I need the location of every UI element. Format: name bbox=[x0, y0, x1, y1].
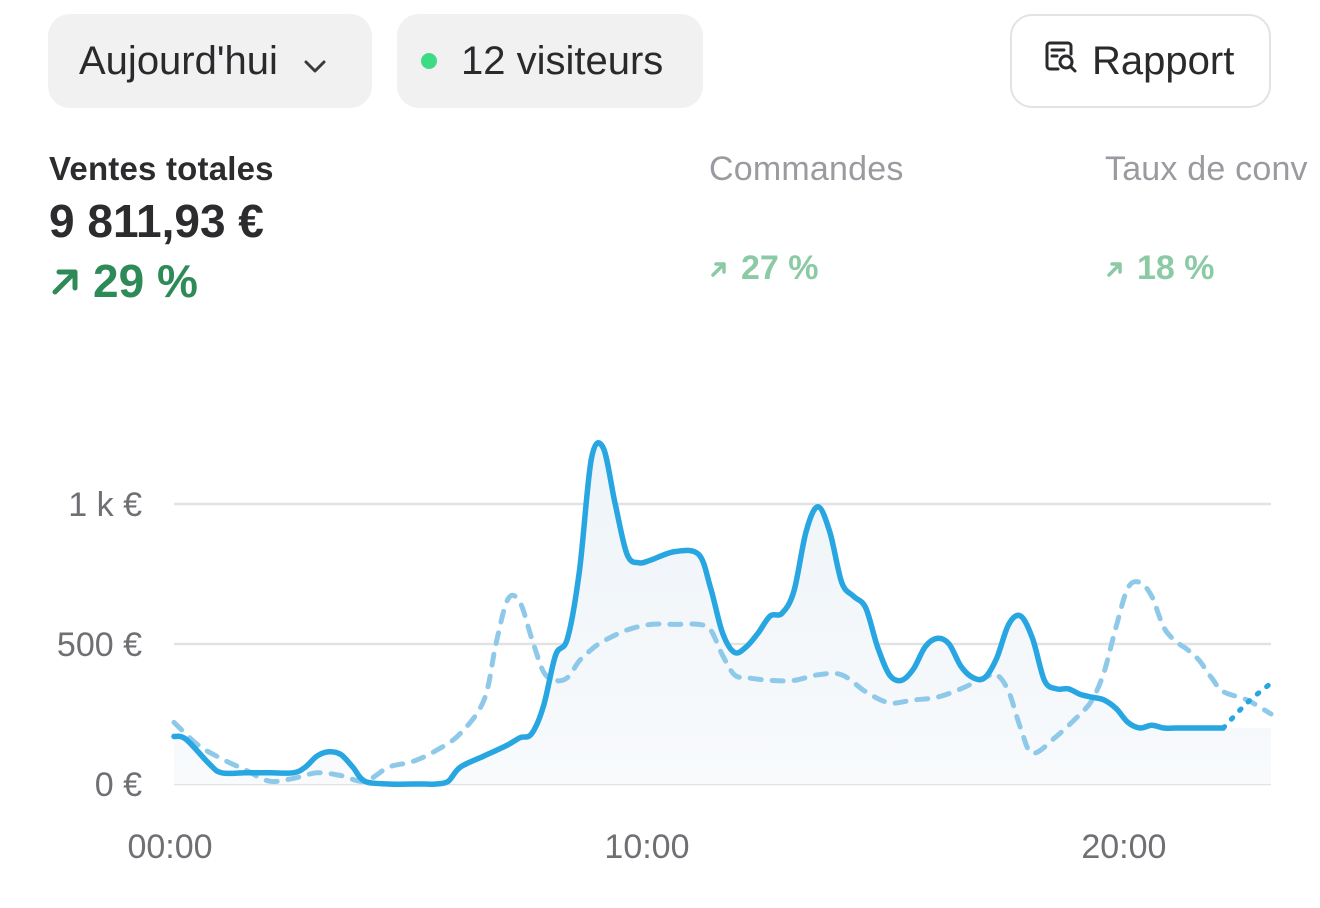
metric-delta: 29 % bbox=[49, 254, 274, 308]
trend-up-icon bbox=[1107, 261, 1122, 277]
chevron-down-icon bbox=[300, 46, 330, 76]
live-visitors-label: 12 visiteurs bbox=[461, 38, 664, 83]
metric-delta-value: 27 % bbox=[741, 249, 819, 287]
live-status-dot-icon bbox=[421, 53, 437, 69]
report-label: Rapport bbox=[1092, 38, 1235, 83]
x-tick-label: 10:00 bbox=[604, 828, 689, 866]
metric-delta-value: 18 % bbox=[1137, 249, 1215, 287]
x-tick-label: 00:00 bbox=[127, 828, 212, 866]
trend-up-icon bbox=[711, 261, 726, 277]
report-button[interactable]: Rapport bbox=[1010, 14, 1271, 108]
series-line-current-period bbox=[171, 440, 1227, 787]
trend-up-icon bbox=[52, 269, 78, 295]
metric-label: Ventes totales bbox=[49, 150, 274, 187]
date-range-dropdown[interactable]: Aujourd'hui bbox=[48, 14, 372, 108]
y-tick-label: 0 € bbox=[95, 766, 142, 804]
metric-label: Taux de conv bbox=[1105, 150, 1308, 188]
series-area-fill bbox=[174, 442, 1271, 785]
metric-total-sales[interactable]: Ventes totales 9 811,93 € 29 % bbox=[49, 150, 274, 308]
report-search-icon bbox=[1042, 37, 1092, 85]
metric-delta: 18 % bbox=[1105, 249, 1308, 288]
series-line-previous-period bbox=[171, 579, 1274, 785]
metric-orders[interactable]: Commandes 27 % bbox=[709, 150, 904, 288]
live-visitors-badge[interactable]: 12 visiteurs bbox=[397, 14, 703, 108]
x-tick-label: 20:00 bbox=[1081, 828, 1166, 866]
date-range-label: Aujourd'hui bbox=[79, 38, 278, 83]
y-tick-label: 500 € bbox=[57, 626, 142, 664]
metric-label: Commandes bbox=[709, 150, 904, 188]
metric-delta: 27 % bbox=[709, 249, 904, 288]
metric-conversion-rate[interactable]: Taux de conv 18 % bbox=[1105, 150, 1308, 288]
series-line-projection bbox=[1220, 680, 1274, 731]
y-tick-label: 1 k € bbox=[68, 486, 142, 524]
metric-value: 9 811,93 € bbox=[49, 195, 264, 247]
metric-delta-value: 29 % bbox=[93, 255, 198, 307]
